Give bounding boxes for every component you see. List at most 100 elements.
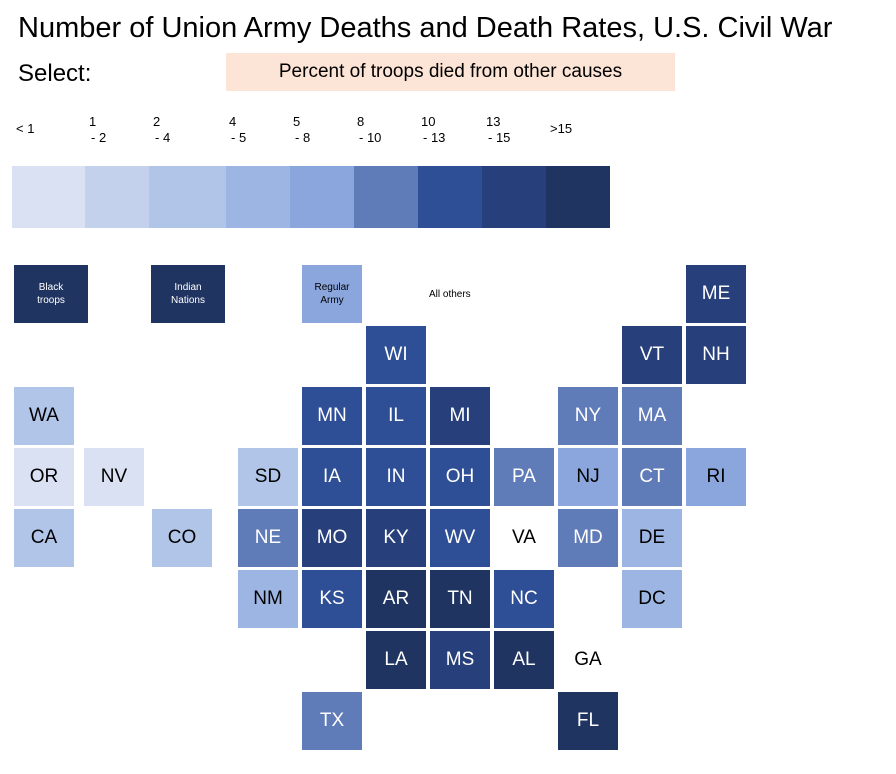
state-tile-fl[interactable]: FL [558,692,618,750]
legend-label-2: 2- 4 [153,114,170,146]
legend-swatch-3 [226,166,290,228]
tile-label: MO [316,527,348,548]
tile-label: DC [638,588,666,609]
tile-label: NE [254,527,282,548]
legend-label-line1: 1 [89,114,97,129]
legend-label-line2: - 2 [91,130,107,145]
tile-label: VT [639,344,665,365]
legend-label-line1: >15 [550,121,573,136]
state-tile-sd[interactable]: SD [238,448,298,506]
state-tile-regular-army[interactable]: Regular Army [302,265,362,323]
tile-label: NY [574,405,602,426]
state-tile-ma[interactable]: MA [622,387,682,445]
legend-label-line1: 4 [229,114,237,129]
state-tile-me[interactable]: ME [686,265,746,323]
state-tile-la[interactable]: LA [366,631,426,689]
state-tile-ia[interactable]: IA [302,448,362,506]
state-tile-ne[interactable]: NE [238,509,298,567]
state-tile-va[interactable]: VA [494,509,554,567]
tile-label: IL [388,405,404,426]
tile-label: MD [573,527,603,548]
measure-selector[interactable]: Percent of troops died from other causes [226,53,675,91]
state-tile-ny[interactable]: NY [558,387,618,445]
state-tile-nm[interactable]: NM [238,570,298,628]
tile-label: GA [574,649,602,670]
tile-label-line1: Regular [314,282,350,293]
state-tile-nh[interactable]: NH [686,326,746,384]
legend-label-line2: - 4 [155,130,171,145]
state-tile-ga[interactable]: GA [558,631,618,689]
legend-swatch-1 [85,166,149,228]
legend-swatch-0 [12,166,85,228]
tile-label: IA [323,466,341,487]
tile-label: AR [382,588,410,609]
tile-label: IN [386,466,406,487]
state-tile-nj[interactable]: NJ [558,448,618,506]
tile-label: SD [254,466,282,487]
state-tile-tx[interactable]: TX [302,692,362,750]
tile-label: KY [383,527,409,548]
state-tile-ky[interactable]: KY [366,509,426,567]
legend-label-line2: - 10 [359,130,382,145]
tile-label: VA [512,527,536,548]
state-tile-md[interactable]: MD [558,509,618,567]
legend-label-0: < 1 [16,121,34,137]
state-tile-or[interactable]: OR [14,448,74,506]
state-tile-nv[interactable]: NV [84,448,144,506]
tile-label: CT [639,466,665,487]
state-tile-wi[interactable]: WI [366,326,426,384]
tile-label: MN [317,405,347,426]
state-tile-mo[interactable]: MO [302,509,362,567]
state-tile-al[interactable]: AL [494,631,554,689]
state-tile-mi[interactable]: MI [430,387,490,445]
tile-label: TN [447,588,473,609]
state-tile-in[interactable]: IN [366,448,426,506]
state-tile-pa[interactable]: PA [494,448,554,506]
tile-label: FL [576,710,600,731]
state-tile-ks[interactable]: KS [302,570,362,628]
legend-label-8: >15 [550,121,572,137]
legend-label-4: 5- 8 [293,114,310,146]
tile-label-line2: troops [37,295,65,306]
state-tile-wa[interactable]: WA [14,387,74,445]
legend-label-line1: 10 [421,114,436,129]
tile-label: OH [445,466,475,487]
state-tile-ri[interactable]: RI [686,448,746,506]
legend-swatch-2 [149,166,226,228]
legend-label-line1: 8 [357,114,365,129]
state-tile-ar[interactable]: AR [366,570,426,628]
legend-swatch-6 [418,166,482,228]
state-tile-black-troops[interactable]: Black troops [14,265,88,323]
state-tile-il[interactable]: IL [366,387,426,445]
state-tile-ct[interactable]: CT [622,448,682,506]
tile-label: NJ [576,466,600,487]
legend-label-line1: 2 [153,114,161,129]
legend-swatch-5 [354,166,418,228]
state-tile-vt[interactable]: VT [622,326,682,384]
state-tile-dc[interactable]: DC [622,570,682,628]
legend-label-line1: 13 [486,114,501,129]
state-tile-indian-nations[interactable]: Indian Nations [151,265,225,323]
all-others-label: All others [429,289,471,300]
legend-label-line2: - 5 [231,130,247,145]
state-tile-co[interactable]: CO [152,509,212,567]
state-tile-wv[interactable]: WV [430,509,490,567]
tile-label-line1: Black [38,282,64,293]
state-tile-de[interactable]: DE [622,509,682,567]
state-tile-oh[interactable]: OH [430,448,490,506]
legend-label-line1: < 1 [16,121,35,136]
legend-label-6: 10- 13 [421,114,445,146]
legend-label-7: 13- 15 [486,114,510,146]
tile-label: MI [449,405,471,426]
state-tile-mn[interactable]: MN [302,387,362,445]
legend-label-1: 1- 2 [89,114,106,146]
legend-label-3: 4- 5 [229,114,246,146]
legend-swatch-4 [290,166,354,228]
state-tile-nc[interactable]: NC [494,570,554,628]
legend-label-line1: 5 [293,114,301,129]
tile-label: RI [706,466,726,487]
state-tile-ca[interactable]: CA [14,509,74,567]
tile-label: NM [253,588,283,609]
state-tile-ms[interactable]: MS [430,631,490,689]
state-tile-tn[interactable]: TN [430,570,490,628]
